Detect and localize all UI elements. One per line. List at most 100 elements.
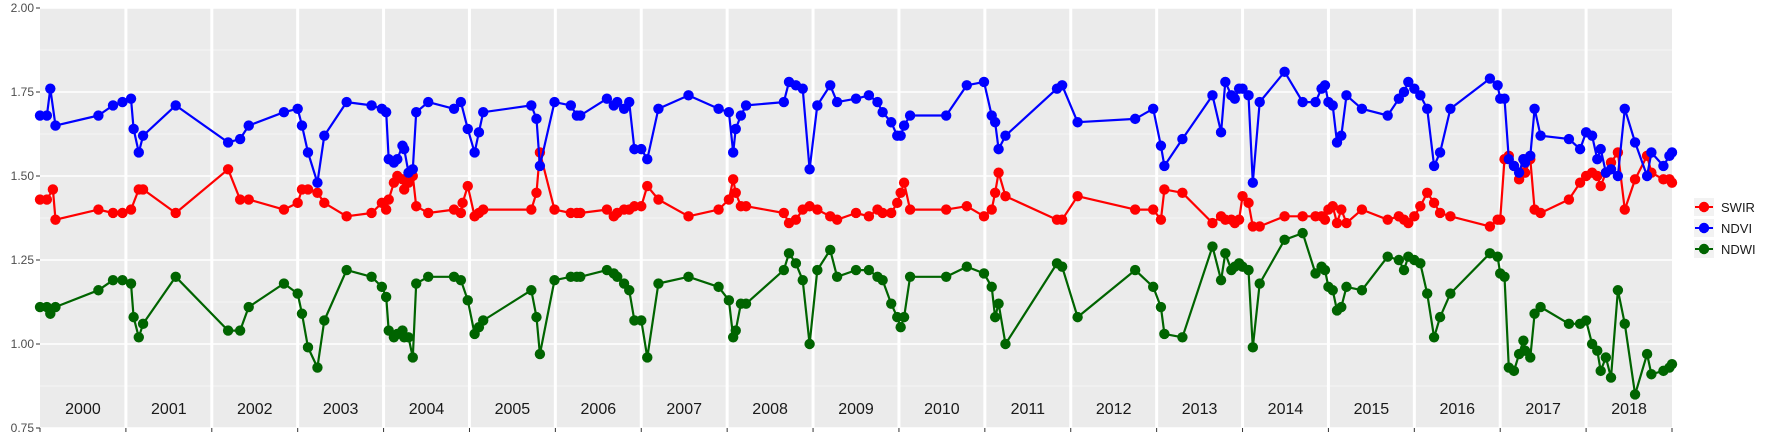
data-point [636, 201, 647, 212]
data-point [727, 174, 739, 185]
data-point [1243, 197, 1254, 209]
data-point [1409, 83, 1420, 94]
data-point [1535, 130, 1546, 141]
data-point [812, 264, 823, 276]
data-point [1382, 214, 1393, 225]
data-point [1341, 217, 1352, 229]
data-point [319, 315, 330, 326]
data-point [478, 315, 489, 326]
data-point [1336, 130, 1347, 141]
data-point [93, 110, 104, 121]
data-point [1331, 217, 1343, 229]
data-point [278, 278, 290, 289]
data-point [653, 278, 664, 289]
data-point [1434, 311, 1446, 323]
data-point [137, 184, 149, 195]
data-point [107, 207, 119, 219]
data-point [877, 106, 888, 118]
data-point [1428, 197, 1440, 209]
data-point [243, 301, 254, 313]
data-point [831, 96, 843, 108]
data-point [723, 295, 735, 306]
data-point [1595, 365, 1606, 377]
data-point [1247, 177, 1259, 188]
data-point [575, 271, 586, 282]
data-point [895, 187, 906, 198]
data-point [1147, 103, 1159, 115]
y-tick-label: 1.00 [11, 337, 35, 351]
data-point [473, 127, 485, 138]
data-point [636, 143, 647, 155]
data-point [1356, 204, 1368, 215]
data-point [1434, 207, 1446, 219]
data-point [125, 278, 137, 289]
data-point [366, 100, 377, 111]
data-point [411, 106, 422, 118]
data-point [1403, 217, 1414, 229]
data-point [1177, 332, 1188, 343]
series [34, 66, 1678, 400]
data-point [1159, 184, 1170, 195]
data-point [831, 214, 843, 225]
data-point [1254, 278, 1265, 289]
data-point [1535, 207, 1546, 219]
data-point [1177, 133, 1188, 145]
data-point [1492, 251, 1503, 262]
year-labels: 2000 2001 2002 2003 2004 2005 2006 2007 2008 2009… [65, 401, 1647, 418]
data-point [683, 271, 694, 282]
data-point [683, 90, 694, 101]
data-point [296, 308, 308, 319]
data-point [1159, 328, 1170, 340]
data-point [904, 271, 916, 282]
data-point [1000, 190, 1011, 202]
year-label: 2005 [495, 401, 531, 418]
data-point [730, 123, 741, 135]
data-point [1612, 285, 1624, 296]
data-point [790, 258, 802, 269]
data-point [863, 211, 875, 222]
data-point [1641, 170, 1653, 182]
axes: 0.75 1.00 1.25 1.50 1.75 2.00 [11, 1, 1673, 435]
data-point [713, 281, 724, 293]
data-point [278, 204, 290, 215]
data-point [940, 271, 952, 282]
data-point [1525, 150, 1536, 162]
data-point [723, 106, 735, 118]
data-point [243, 120, 254, 131]
data-point [526, 204, 537, 215]
data-point [612, 271, 623, 282]
data-point [376, 281, 388, 293]
data-point [895, 130, 906, 141]
data-point [1563, 194, 1575, 205]
data-point [993, 167, 1004, 178]
data-point [825, 244, 836, 256]
data-point [1612, 170, 1624, 182]
data-point [1484, 221, 1496, 232]
data-point [531, 311, 542, 323]
data-point [1422, 288, 1433, 299]
data-point [137, 318, 149, 330]
data-point [797, 274, 808, 286]
legend-label: NDVI [1721, 221, 1752, 236]
data-point [642, 180, 653, 192]
data-point [292, 288, 303, 299]
data-point [886, 207, 897, 219]
data-point [1580, 315, 1592, 326]
data-point [1415, 258, 1426, 269]
data-point [312, 177, 323, 188]
data-point [825, 80, 836, 91]
year-label: 2014 [1268, 401, 1304, 418]
data-point [50, 120, 61, 131]
data-point [886, 117, 897, 128]
data-point [886, 298, 897, 309]
data-point [117, 207, 128, 219]
data-point [1619, 318, 1630, 330]
data-point [1336, 301, 1347, 313]
data-point [1129, 264, 1141, 276]
data-point [407, 352, 418, 363]
data-point [1279, 234, 1290, 246]
data-point [526, 100, 537, 111]
year-label: 2012 [1096, 401, 1132, 418]
data-point [1243, 90, 1254, 101]
